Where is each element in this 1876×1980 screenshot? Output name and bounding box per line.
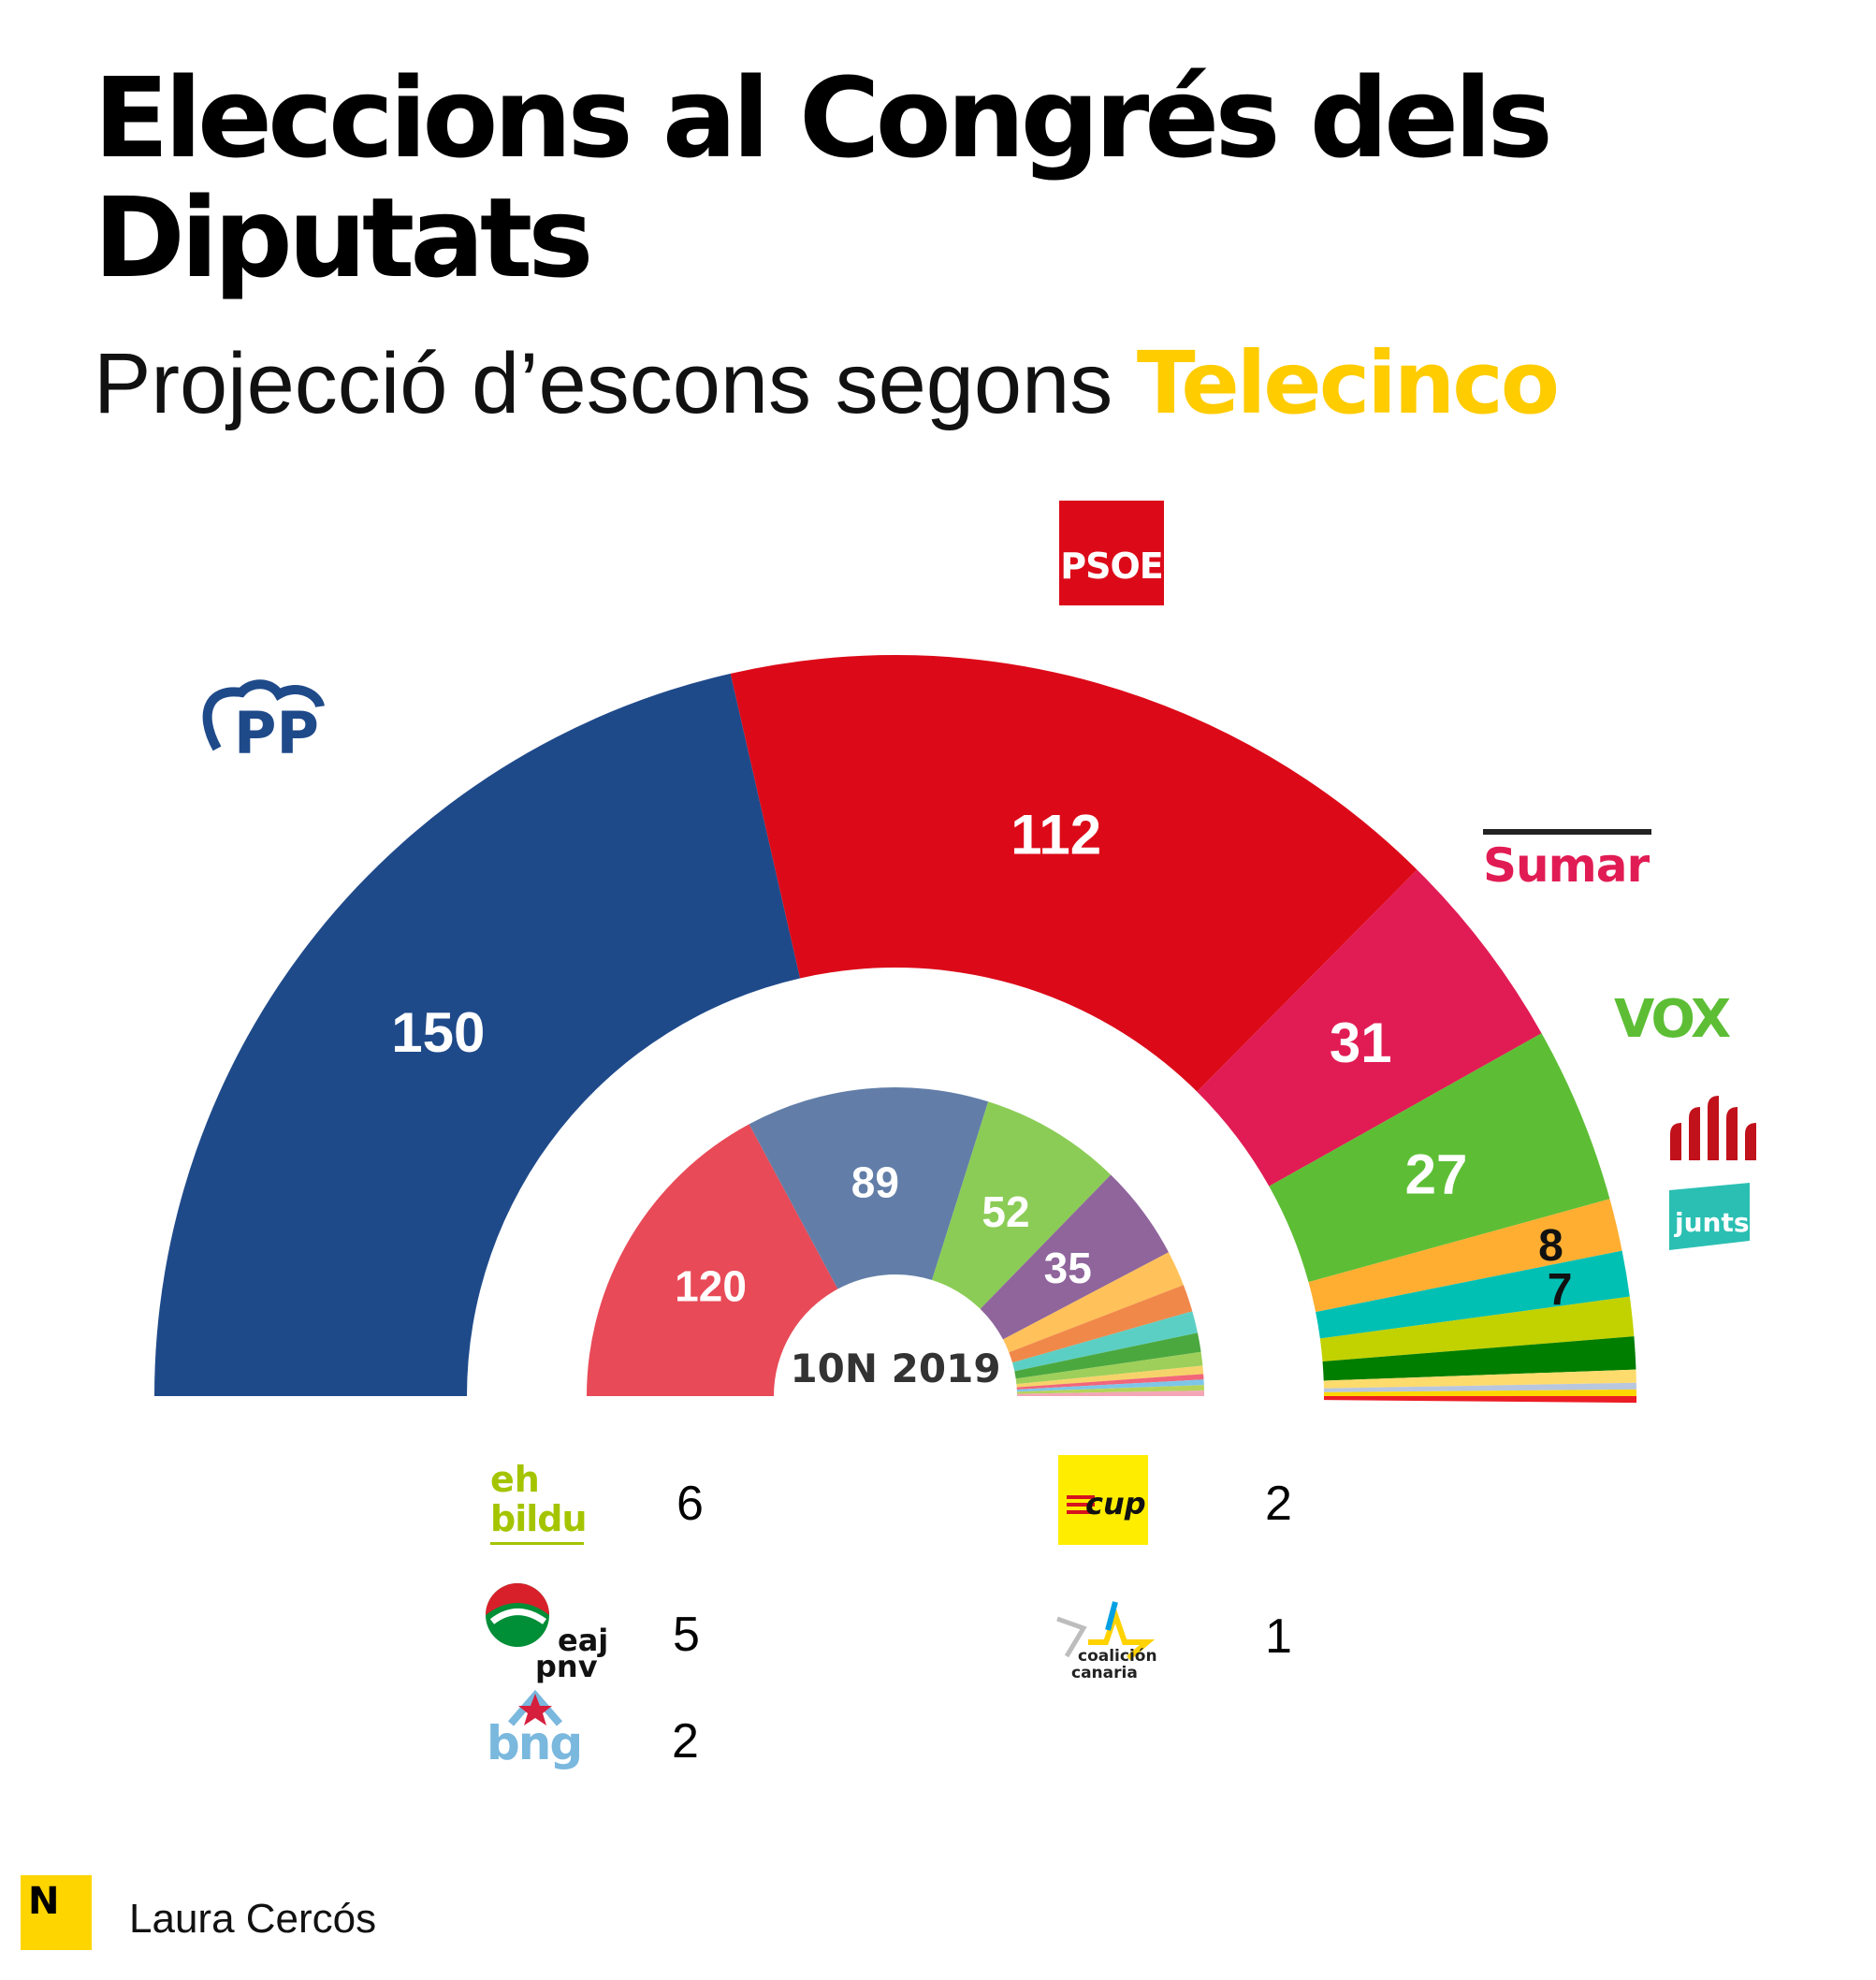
inner-label-1: 89 bbox=[851, 1158, 899, 1207]
page-subtitle: Projecció d’escons segons Telecinco bbox=[94, 336, 1560, 431]
outer-slice-eh-bildu bbox=[1319, 1296, 1635, 1362]
inner-ring-labels: 120 89 52 35 bbox=[675, 1158, 1092, 1311]
inner-slice-10 bbox=[1016, 1374, 1204, 1390]
inner-slice-12 bbox=[1016, 1385, 1204, 1394]
inner-ring bbox=[587, 1086, 1204, 1396]
inner-label-2: 52 bbox=[982, 1187, 1029, 1236]
publisher-logo: N bbox=[21, 1875, 92, 1950]
outer-slice-pp bbox=[154, 673, 801, 1396]
outer-label-4: 8 bbox=[1538, 1221, 1563, 1271]
inner-slice-11 bbox=[1016, 1379, 1204, 1392]
outer-slice-bng bbox=[1323, 1369, 1636, 1389]
inner-ring-caption: 10N 2019 bbox=[790, 1346, 1000, 1391]
bng-seats: 2 bbox=[672, 1714, 699, 1769]
inner-slice-9 bbox=[1016, 1365, 1204, 1388]
outer-slice-sumar bbox=[1197, 869, 1542, 1187]
coalicion-canaria-seats: 1 bbox=[1265, 1609, 1292, 1664]
inner-slice-5 bbox=[1009, 1285, 1193, 1363]
inner-slice-8 bbox=[1015, 1351, 1203, 1385]
eh-bildu-logo-line2: bildu bbox=[490, 1498, 587, 1539]
junts-logo-text: junts bbox=[1674, 1207, 1750, 1238]
eaj-pnv-logo: eaj pnv bbox=[486, 1583, 608, 1684]
eh-bildu-logo: eh bildu bbox=[490, 1459, 588, 1545]
sumar-logo: Sumar bbox=[1483, 829, 1651, 893]
vox-logo: VOX bbox=[1614, 989, 1731, 1050]
outer-slice-psoe bbox=[730, 655, 1418, 1092]
outer-slice-eaj-pnv bbox=[1322, 1336, 1636, 1381]
eh-bildu-seats: 6 bbox=[676, 1477, 704, 1531]
psoe-logo-text: PSOE bbox=[1060, 546, 1162, 587]
cup-logo: cup bbox=[1058, 1455, 1148, 1545]
outer-ring bbox=[154, 655, 1636, 1404]
cup-logo-text: cup bbox=[1085, 1486, 1146, 1521]
outer-slice-junts bbox=[1316, 1250, 1630, 1339]
outer-label-1: 112 bbox=[1011, 804, 1101, 866]
outer-label-5: 7 bbox=[1548, 1266, 1573, 1316]
pp-logo-text: PP bbox=[234, 699, 319, 767]
outer-label-3: 27 bbox=[1405, 1143, 1468, 1206]
inner-slice-6 bbox=[1011, 1311, 1198, 1372]
coalicion-canaria-logo-line2: canaria bbox=[1071, 1664, 1138, 1682]
erc-logo bbox=[1670, 1096, 1756, 1160]
inner-label-3: 35 bbox=[1044, 1244, 1092, 1292]
outer-slice-altres bbox=[1323, 1396, 1636, 1404]
eh-bildu-logo-line1: eh bbox=[490, 1459, 540, 1500]
bng-logo-text: bng bbox=[487, 1716, 581, 1770]
psoe-logo: PSOE bbox=[1059, 501, 1164, 605]
outer-label-2: 31 bbox=[1330, 1012, 1392, 1074]
outer-slice-vox bbox=[1269, 1033, 1610, 1283]
inner-slice-13 bbox=[1016, 1390, 1204, 1396]
cup-seats: 2 bbox=[1265, 1477, 1292, 1531]
inner-slice-7 bbox=[1014, 1332, 1201, 1379]
pp-logo: PP bbox=[202, 679, 325, 767]
bng-logo: bng bbox=[487, 1689, 583, 1770]
coalicion-canaria-logo: coalición canaria bbox=[1056, 1601, 1157, 1682]
subtitle-prefix: Projecció d’escons segons bbox=[94, 336, 1113, 431]
inner-label-0: 120 bbox=[675, 1262, 747, 1311]
outer-label-0: 150 bbox=[391, 1001, 485, 1064]
eaj-pnv-logo-line1: eaj bbox=[558, 1623, 608, 1658]
sumar-logo-text: Sumar bbox=[1483, 838, 1650, 893]
outer-slice-cup bbox=[1323, 1382, 1636, 1392]
inner-slice-0 bbox=[587, 1124, 838, 1396]
page-title: Eleccions al Congrés dels Diputats bbox=[94, 53, 1553, 302]
junts-logo: junts bbox=[1669, 1183, 1750, 1250]
subtitle-highlight: Telecinco bbox=[1136, 333, 1560, 433]
inner-slice-4 bbox=[1003, 1252, 1184, 1353]
coalicion-canaria-logo-line1: coalición bbox=[1078, 1647, 1157, 1666]
outer-ring-labels: 150 112 31 27 87 bbox=[391, 804, 1572, 1316]
outer-slice-erc bbox=[1308, 1199, 1622, 1313]
inner-slice-1 bbox=[749, 1086, 989, 1289]
inner-slice-2 bbox=[932, 1101, 1112, 1309]
author-credit: Laura Cercós bbox=[129, 1896, 377, 1942]
outer-slice-coalici-n-canaria bbox=[1323, 1389, 1636, 1396]
eaj-pnv-logo-line2: pnv bbox=[535, 1649, 598, 1684]
inner-slice-3 bbox=[980, 1174, 1169, 1340]
eaj-pnv-seats: 5 bbox=[673, 1608, 700, 1662]
